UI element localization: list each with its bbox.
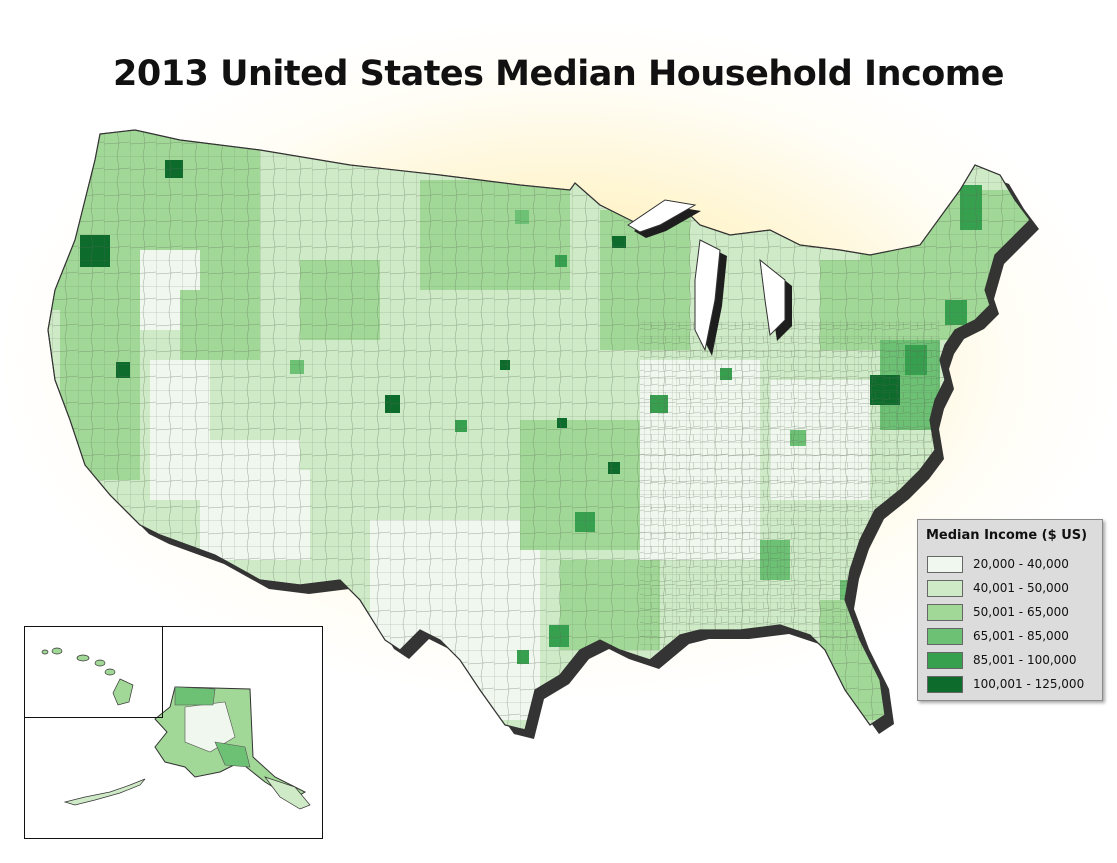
legend-label: 100,001 - 125,000 — [973, 677, 1085, 691]
lake-michigan — [694, 239, 721, 352]
legend-swatch — [927, 604, 963, 621]
hawaii-inset-border — [24, 626, 163, 718]
legend-label: 85,001 - 100,000 — [973, 653, 1077, 667]
legend-swatch — [927, 628, 963, 645]
us-outline — [47, 129, 1031, 731]
alaska-hawaii-inset — [24, 626, 323, 839]
legend-label: 40,001 - 50,000 — [973, 581, 1069, 595]
map-title: 2013 United States Median Household Inco… — [113, 54, 1004, 94]
legend-label: 20,000 - 40,000 — [973, 557, 1069, 571]
legend-title: Median Income ($ US) — [926, 528, 1088, 543]
legend-swatch — [927, 580, 963, 597]
legend-label: 50,001 - 65,000 — [973, 605, 1069, 619]
legend-swatch — [927, 652, 963, 669]
legend: Median Income ($ US) 20,000 - 40,000 40,… — [917, 519, 1103, 701]
legend-swatch — [927, 676, 963, 693]
legend-label: 65,001 - 85,000 — [973, 629, 1069, 643]
inset-map — [41, 647, 311, 810]
lake-huron — [759, 258, 786, 337]
hawaii-islands — [41, 647, 134, 706]
legend-swatch — [927, 556, 963, 573]
alaska — [63, 686, 311, 810]
great-lakes — [627, 199, 792, 356]
lake-superior — [627, 199, 697, 233]
